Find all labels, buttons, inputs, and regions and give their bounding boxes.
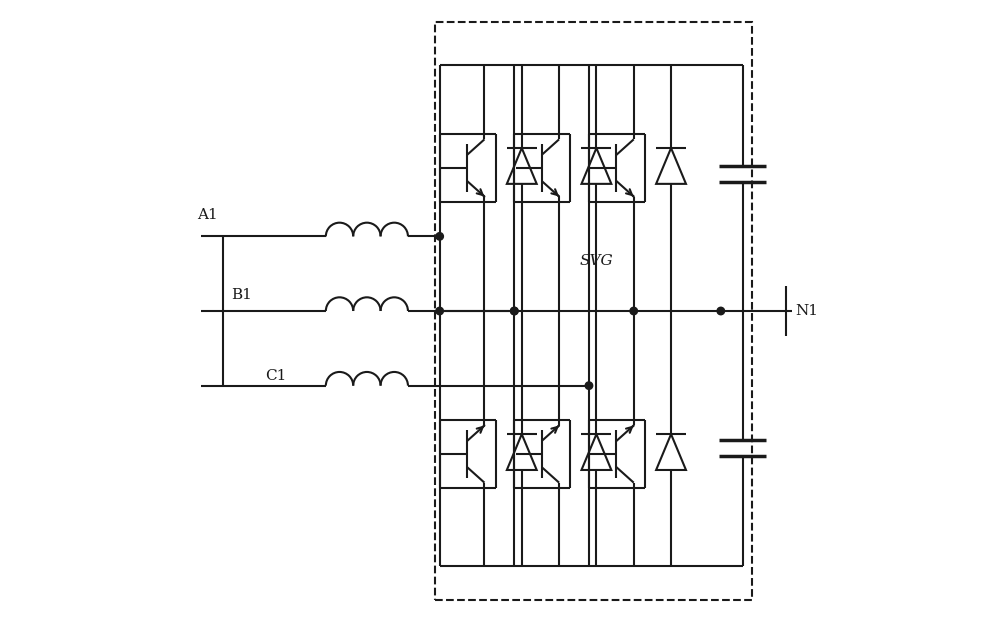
Circle shape bbox=[511, 307, 518, 315]
Text: C1: C1 bbox=[265, 369, 287, 383]
Circle shape bbox=[511, 307, 518, 315]
Text: B1: B1 bbox=[231, 289, 252, 302]
Circle shape bbox=[436, 307, 443, 315]
Text: N1: N1 bbox=[795, 304, 818, 318]
Circle shape bbox=[717, 307, 725, 315]
Circle shape bbox=[585, 382, 593, 389]
Text: SVG: SVG bbox=[580, 254, 613, 268]
Circle shape bbox=[436, 233, 443, 240]
Text: A1: A1 bbox=[197, 208, 218, 221]
Circle shape bbox=[630, 307, 637, 315]
